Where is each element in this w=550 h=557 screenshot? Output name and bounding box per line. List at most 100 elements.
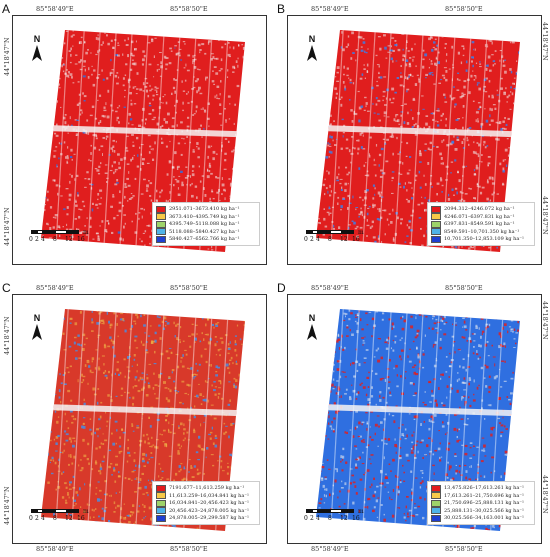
- scale-tick-label: 0: [29, 515, 33, 522]
- scale-tick-label: 2: [310, 236, 314, 243]
- legend-label: 6397.831–8549.591 kg ha⁻¹: [444, 221, 515, 227]
- panel-a: A N 2951.071–3673.410 kg ha⁻¹ 3673.410–43…: [0, 0, 275, 278]
- legend-label: 24,878.005–29,299.587 kg ha⁻¹: [169, 515, 250, 521]
- legend-swatch: [431, 213, 441, 220]
- north-arrow-icon: N: [304, 313, 320, 343]
- scale-segment: [306, 509, 312, 513]
- scale-tick-label: 16: [77, 236, 85, 243]
- coord-top-left: 85°58'49"E: [311, 284, 349, 292]
- legend-swatch: [431, 492, 441, 499]
- legend-swatch: [156, 514, 166, 522]
- scale-segment: [55, 509, 67, 513]
- scale-tick-label: 8: [328, 515, 332, 522]
- panel-letter: B: [277, 2, 286, 16]
- legend-item: 8549.591–10,701.350 kg ha⁻¹: [431, 228, 531, 235]
- scale-tick-label: 16: [77, 515, 85, 522]
- legend-item: 25,888.131–30,025.566 kg ha⁻¹: [431, 507, 531, 514]
- map-frame: N 2951.071–3673.410 kg ha⁻¹ 3673.410–4395…: [12, 15, 267, 265]
- panel-c: C N 7191.677–11,613.259 kg ha⁻¹ 11,613.25…: [0, 279, 275, 557]
- scale-tick-label: 16: [352, 236, 360, 243]
- legend-swatch: [156, 213, 166, 220]
- coord-left-upper: 44°18'47"N: [3, 316, 11, 355]
- legend-item: 3673.410–4395.749 kg ha⁻¹: [156, 213, 256, 220]
- legend-item: 17,613.261–21,750.696 kg ha⁻¹: [431, 492, 531, 499]
- scale-tick-label: 4: [41, 236, 45, 243]
- coord-top-right: 85°58'50"E: [170, 5, 208, 13]
- north-arrow-icon: N: [29, 313, 45, 343]
- coord-top-right: 85°58'50"E: [170, 284, 208, 292]
- legend-item: 24,878.005–29,299.587 kg ha⁻¹: [156, 514, 256, 522]
- legend-swatch: [156, 499, 166, 507]
- coord-top-left: 85°58'49"E: [311, 5, 349, 13]
- coord-bottom-right: 85°58'50"E: [170, 545, 208, 553]
- legend-item: 6397.831–8549.591 kg ha⁻¹: [431, 220, 531, 228]
- legend: 7191.677–11,613.259 kg ha⁻¹ 11,613.259–16…: [152, 481, 260, 525]
- coord-left-lower: 44°18'47"N: [3, 207, 11, 246]
- legend-item: 16,034.841–20,456.423 kg ha⁻¹: [156, 499, 256, 507]
- scale-segment: [306, 230, 312, 234]
- legend-item: 2094.312–4246.072 kg ha⁻¹: [431, 205, 531, 213]
- legend-item: 10,701.350–12,853.109 kg ha⁻¹: [431, 235, 531, 243]
- legend-item: 30,025.566–34,163.001 kg ha⁻¹: [431, 514, 531, 522]
- legend-label: 3673.410–4395.749 kg ha⁻¹: [169, 213, 240, 220]
- scale-tick-label: 12: [340, 236, 348, 243]
- map-frame: N 7191.677–11,613.259 kg ha⁻¹ 11,613.259–…: [12, 294, 267, 544]
- legend-label: 11,613.259–16,034.841 kg ha⁻¹: [169, 492, 250, 499]
- scale-segment: [330, 509, 342, 513]
- scale-segment: [312, 230, 318, 234]
- scale-segment: [318, 509, 330, 513]
- legend-swatch: [156, 205, 166, 213]
- scale-bar: 0 2 4 8 12 16 m: [29, 508, 101, 529]
- north-arrow-icon: N: [29, 34, 45, 64]
- scale-segment: [342, 230, 354, 234]
- scale-segment: [31, 230, 37, 234]
- scale-unit: m: [83, 229, 89, 236]
- north-arrow-icon: N: [304, 34, 320, 64]
- legend-label: 5840.427–6562.766 kg ha⁻¹: [169, 236, 240, 242]
- scale-unit: m: [358, 229, 364, 236]
- scale-unit: m: [358, 508, 364, 515]
- scale-segment: [37, 509, 43, 513]
- scale-segment: [330, 230, 342, 234]
- legend-label: 4395.749–5118.088 kg ha⁻¹: [169, 221, 240, 227]
- legend-swatch: [431, 228, 441, 235]
- coord-right-lower: 44°18'47"N: [541, 196, 549, 235]
- scale-tick-label: 12: [65, 515, 73, 522]
- coord-top-right: 85°58'50"E: [445, 284, 483, 292]
- north-label: N: [33, 313, 41, 323]
- legend-swatch: [431, 514, 441, 522]
- legend-item: 5118.088–5840.427 kg ha⁻¹: [156, 228, 256, 235]
- scale-tick-label: 0: [304, 236, 308, 243]
- legend-label: 8549.591–10,701.350 kg ha⁻¹: [444, 228, 520, 235]
- panel-letter: D: [277, 281, 286, 295]
- scale-segment: [37, 230, 43, 234]
- legend-label: 13,475.826–17,613.261 kg ha⁻¹: [444, 485, 525, 491]
- legend-label: 4246.071–6397.831 kg ha⁻¹: [444, 213, 515, 220]
- scale-segment: [342, 509, 354, 513]
- legend-swatch: [431, 205, 441, 213]
- map-frame: N 2094.312–4246.072 kg ha⁻¹ 4246.071–6397…: [287, 15, 542, 265]
- coord-bottom-left: 85°58'49"E: [311, 545, 349, 553]
- scale-tick-label: 8: [328, 236, 332, 243]
- scale-segment: [43, 230, 55, 234]
- scale-segment: [67, 230, 79, 234]
- legend-label: 25,888.131–30,025.566 kg ha⁻¹: [444, 507, 525, 514]
- legend-swatch: [156, 507, 166, 514]
- scale-bar: 0 2 4 8 12 16 m: [29, 229, 101, 250]
- coord-right-upper: 44°18'47"N: [541, 22, 549, 61]
- legend: 2951.071–3673.410 kg ha⁻¹ 3673.410–4395.7…: [152, 202, 260, 246]
- legend-item: 4246.071–6397.831 kg ha⁻¹: [431, 213, 531, 220]
- scale-tick-label: 12: [65, 236, 73, 243]
- scale-bar: 0 2 4 8 12 16 m: [304, 229, 376, 250]
- north-label: N: [33, 34, 41, 44]
- coord-left-lower: 44°18'47"N: [3, 486, 11, 525]
- legend-item: 21,750.696–25,888.131 kg ha⁻¹: [431, 499, 531, 507]
- legend-item: 5840.427–6562.766 kg ha⁻¹: [156, 235, 256, 243]
- legend: 13,475.826–17,613.261 kg ha⁻¹ 17,613.261–…: [427, 481, 535, 525]
- legend-swatch: [431, 499, 441, 507]
- scale-segment: [312, 509, 318, 513]
- legend-item: 11,613.259–16,034.841 kg ha⁻¹: [156, 492, 256, 499]
- coord-bottom-right: 85°58'50"E: [445, 545, 483, 553]
- legend-swatch: [156, 235, 166, 243]
- scale-tick-label: 16: [352, 515, 360, 522]
